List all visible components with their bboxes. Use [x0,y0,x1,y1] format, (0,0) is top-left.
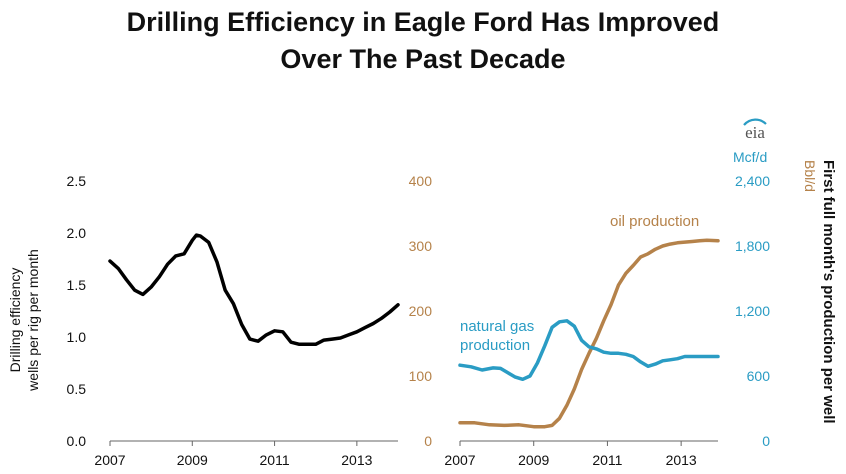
production-x-tick-label: 2011 [592,452,622,468]
efficiency-y-ticks: 0.0 0.5 1.0 1.5 2.0 2.5 [67,173,87,449]
oil-y-ticks: 0 100 200 300 400 [409,173,433,449]
gas-label-line-2: production [460,337,530,354]
efficiency-y-tick-label: 2.5 [67,173,87,189]
gas-y-tick-label: 1,200 [735,303,770,319]
oil-production-series-line [458,238,720,429]
efficiency-y-tick-label: 0.0 [67,433,87,449]
oil-y-tick-label: 300 [409,238,433,254]
production-side-label: First full month's production per well [820,160,837,424]
gas-production-label: natural gas production [460,318,538,354]
efficiency-x-tick-label: 2011 [260,452,290,468]
efficiency-x-ticks: 2007 2009 2011 2013 [94,441,373,468]
gas-y-tick-label: 600 [747,368,771,384]
efficiency-x-tick-label: 2009 [177,452,208,468]
logo-text: eia [745,123,765,142]
gas-y-tick-label: 2,400 [735,173,770,189]
production-x-tick-label: 2009 [518,452,549,468]
efficiency-ylabel-line-1: Drilling efficiency [7,268,23,373]
gas-y-ticks: 0 600 1,200 1,800 2,400 [735,173,770,449]
gas-label-line-1: natural gas [460,318,534,335]
efficiency-y-tick-label: 2.0 [67,225,87,241]
oil-y-tick-label: 200 [409,303,433,319]
efficiency-x-tick-label: 2013 [341,452,372,468]
efficiency-series-line [108,233,400,347]
oil-y-tick-label: 100 [409,368,433,384]
efficiency-y-tick-label: 1.0 [67,329,87,345]
oil-unit-label: Bbl/d [802,160,818,192]
gas-unit-label: Mcf/d [733,149,767,165]
efficiency-y-tick-label: 1.5 [67,277,87,293]
gas-y-tick-label: 0 [762,433,770,449]
oil-y-tick-label: 0 [424,433,432,449]
efficiency-ylabel-line-2: wells per rig per month [25,249,41,392]
gas-y-tick-label: 1,800 [735,238,770,254]
eia-logo: eia [743,118,767,142]
drilling-efficiency-chart: Drilling efficiency wells per rig per mo… [7,173,400,468]
chart-title-line-1: Drilling Efficiency in Eagle Ford Has Im… [126,7,720,37]
oil-production-label: oil production [610,213,699,230]
efficiency-y-tick-label: 0.5 [67,381,87,397]
oil-y-tick-label: 400 [409,173,433,189]
chart-title-line-2: Over The Past Decade [280,44,566,74]
production-x-ticks: 2007 2009 2011 2013 [444,441,697,468]
logo-arc-icon [743,118,767,126]
efficiency-x-tick-label: 2007 [94,452,125,468]
production-x-tick-label: 2007 [444,452,475,468]
production-x-tick-label: 2013 [666,452,697,468]
chart-title: Drilling Efficiency in Eagle Ford Has Im… [0,4,846,78]
gas-production-series-line [458,319,720,382]
